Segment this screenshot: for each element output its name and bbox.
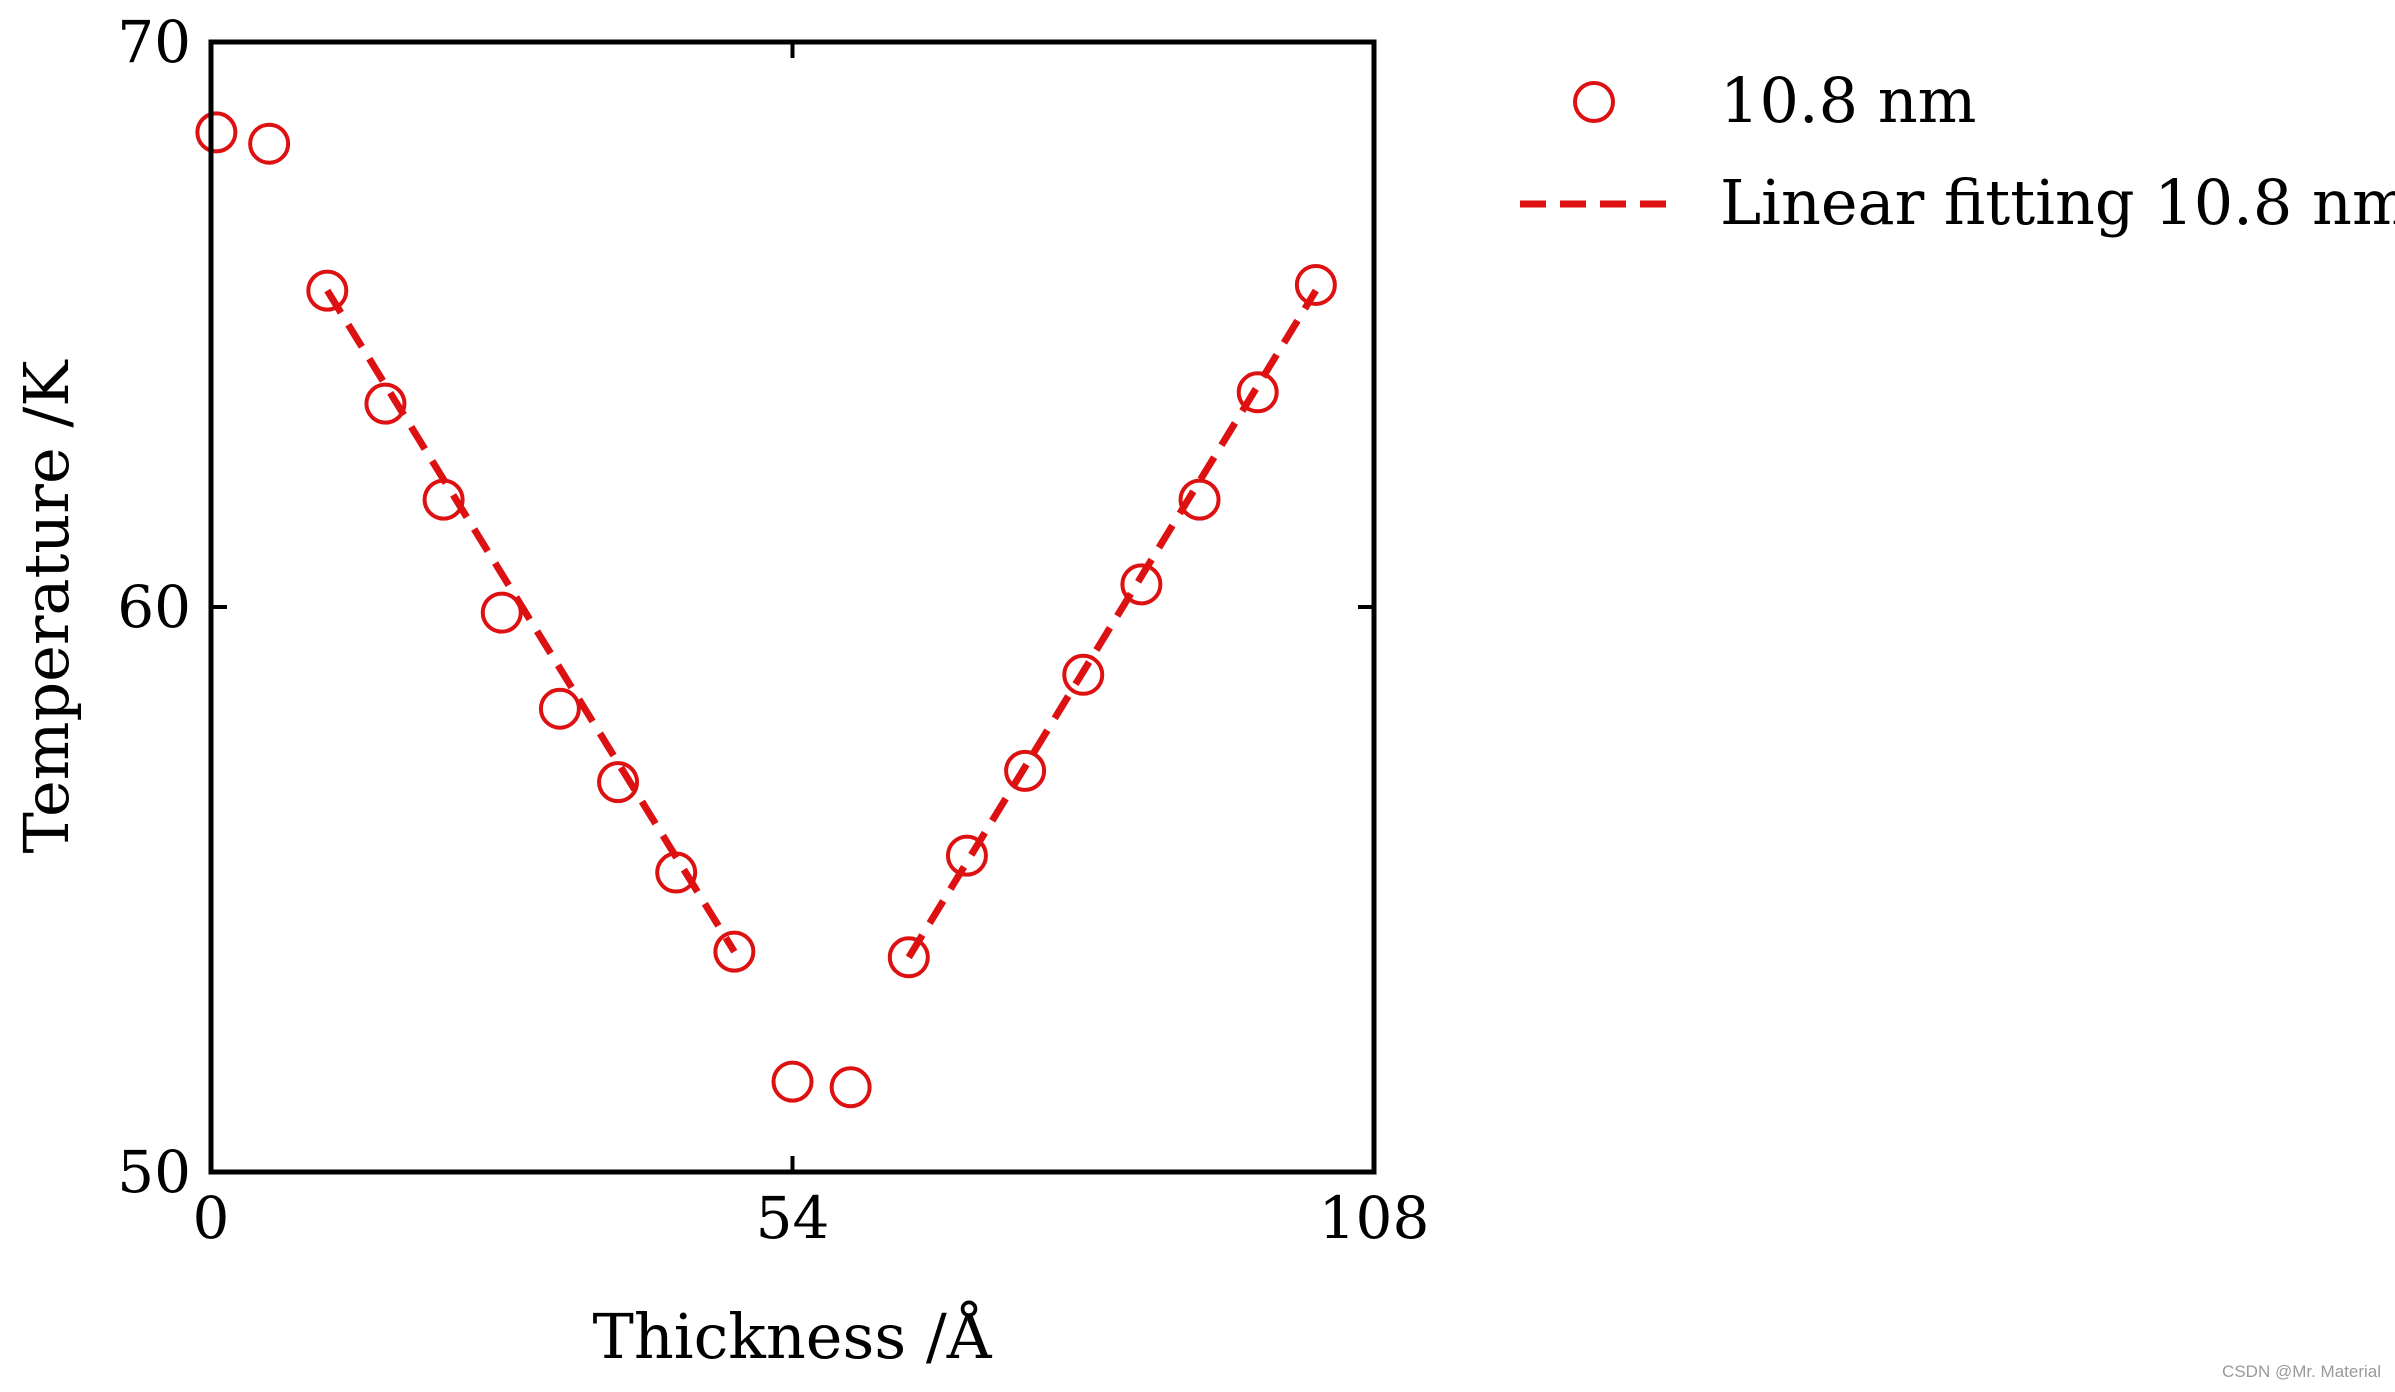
watermark: CSDN @Mr. Material [2222,1362,2381,1381]
data-point [364,382,407,425]
legend-label-series-2: Linear fitting 10.8 nm [1720,166,2395,239]
data-point [1294,263,1337,306]
legend-marker-circle [1573,81,1615,123]
data-point [887,936,930,979]
data-point [597,761,640,804]
x-tick-label: 108 [1319,1184,1430,1252]
data-point [248,122,291,165]
data-point [195,111,238,154]
data-markers [195,111,1337,1109]
data-point [1062,653,1105,696]
y-axis-label: Temperature /K [10,359,83,854]
x-axis-label: Thickness /Å [592,1300,992,1373]
legend-label-series-1: 10.8 nm [1720,64,1976,137]
data-point [771,1060,814,1103]
data-point [1120,563,1163,606]
y-tick-label: 60 [117,573,191,641]
data-point [1236,371,1279,414]
data-point [480,591,523,634]
data-point [1178,478,1221,521]
y-tick-label: 50 [117,1138,191,1206]
tick-marks [209,40,1376,1174]
fit-line-segment [324,288,738,954]
fit-line-segment [905,288,1319,960]
legend: 10.8 nm Linear fitting 10.8 nm [1520,64,2395,239]
data-point [655,851,698,894]
data-point [538,687,581,730]
fit-lines [324,288,1319,960]
tick-labels: 0 54 108 50 60 70 [117,8,1429,1252]
data-point [306,269,349,312]
x-tick-label: 0 [193,1184,230,1252]
data-point [422,478,465,521]
data-point [713,930,756,973]
y-tick-label: 70 [117,8,191,76]
axes-frame [208,39,1377,1175]
data-point [945,834,988,877]
data-point [829,1066,872,1109]
data-point [1004,749,1047,792]
x-tick-label: 54 [756,1184,830,1252]
